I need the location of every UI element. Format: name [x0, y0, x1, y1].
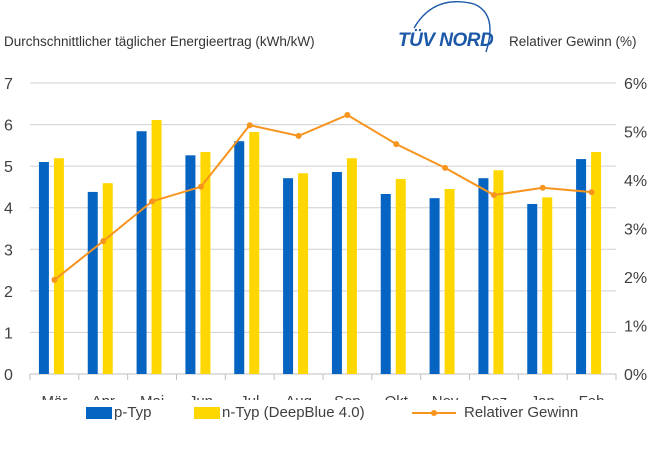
left-axis-title: Durchschnittlicher täglicher Energieertr…: [4, 34, 315, 49]
chart: 0 1 2 3 4 5 6 7 0% 1% 2% 3% 4% 5% 6% Mär Apr Mai Jun Jul Aug…: [4, 76, 647, 400]
x-tick-label: Jan: [531, 393, 555, 400]
point-relativer-gewinn: [197, 183, 204, 190]
y-tick-label: 6: [4, 118, 13, 135]
y2-tick-label: 0%: [624, 367, 647, 384]
bar-n-typ: [395, 179, 406, 374]
bar-p-typ: [429, 198, 440, 374]
y2-tick-label: 1%: [624, 319, 647, 336]
y2-tick-label: 2%: [624, 270, 647, 287]
x-tick-label: Aug: [285, 393, 312, 400]
point-relativer-gewinn: [539, 184, 546, 191]
y-tick-label: 1: [4, 325, 13, 342]
x-tick-label: Mai: [140, 393, 164, 400]
tuv-nord-logo: TÜV NORD: [398, 30, 494, 51]
legend-label-n-typ: n-Typ (DeepBlue 4.0): [222, 404, 365, 421]
bar-n-typ: [102, 183, 113, 374]
point-relativer-gewinn: [246, 122, 253, 129]
point-relativer-gewinn: [344, 112, 351, 119]
point-relativer-gewinn: [588, 189, 595, 196]
x-tick-label: Jul: [240, 393, 259, 400]
y-tick-label: 7: [4, 76, 13, 93]
y-tick-label: 3: [4, 242, 13, 259]
bar-n-typ: [151, 119, 162, 375]
point-relativer-gewinn: [295, 132, 302, 139]
bar-p-typ: [234, 141, 245, 374]
bar-n-typ: [444, 189, 455, 374]
y-tick-label: 2: [4, 284, 13, 301]
bar-n-typ: [542, 197, 553, 374]
line-relativer-gewinn: [53, 113, 592, 281]
bar-n-typ: [591, 152, 602, 374]
point-relativer-gewinn: [442, 164, 449, 171]
bar-p-typ: [331, 171, 342, 374]
tuv-nord-arc-logo-icon: [413, 1, 491, 53]
bar-p-typ: [136, 131, 147, 374]
y2-tick-label: 5%: [624, 125, 647, 142]
point-relativer-gewinn: [393, 141, 400, 148]
bar-p-typ: [185, 155, 196, 374]
bar-n-typ: [200, 152, 211, 374]
point-relativer-gewinn: [100, 238, 107, 245]
y-tick-label: 0: [4, 367, 13, 384]
legend-item-n-typ: n-Typ (DeepBlue 4.0): [194, 404, 365, 421]
x-tick-label: Apr: [92, 393, 115, 400]
point-relativer-gewinn: [490, 192, 497, 199]
legend-line-marker-icon: [412, 409, 456, 416]
bar-p-typ: [478, 178, 489, 374]
y2-tick-label: 4%: [624, 173, 647, 190]
point-relativer-gewinn: [51, 276, 58, 283]
bar-n-typ: [53, 158, 64, 374]
legend-item-p-typ: p-Typ: [86, 404, 152, 421]
bar-n-typ: [249, 132, 260, 374]
legend-label-p-typ: p-Typ: [114, 404, 152, 421]
bar-p-typ: [87, 191, 98, 374]
bar-p-typ: [283, 178, 294, 374]
x-tick-label: Jun: [189, 393, 213, 400]
bar-n-typ: [346, 158, 357, 374]
y-tick-label: 4: [4, 201, 13, 218]
x-tick-label: Feb: [579, 393, 605, 400]
legend-label-relativer-gewinn: Relativer Gewinn: [464, 404, 579, 421]
x-tick-label: Okt: [385, 393, 409, 400]
y2-tick-label: 6%: [624, 76, 647, 93]
legend-item-relativer-gewinn: Relativer Gewinn: [412, 404, 578, 421]
x-tick-label: Mär: [41, 393, 67, 400]
bar-p-typ: [38, 161, 49, 374]
x-tick-label: Nov: [432, 393, 459, 400]
y-tick-label: 5: [4, 159, 13, 176]
legend: p-Typ n-Typ (DeepBlue 4.0) Relativer Gew…: [0, 404, 662, 428]
y2-tick-label: 3%: [624, 222, 647, 239]
right-axis-title: Relativer Gewinn (%): [509, 34, 637, 49]
bar-p-typ: [527, 203, 538, 374]
x-tick-label: Dez: [481, 393, 508, 400]
bar-p-typ: [380, 193, 391, 374]
bar-p-typ: [576, 159, 587, 374]
x-tick-label: Sep: [334, 393, 361, 400]
bar-n-typ: [298, 173, 309, 374]
legend-swatch-p-typ: [86, 406, 112, 419]
point-relativer-gewinn: [149, 198, 156, 205]
legend-swatch-n-typ: [194, 406, 220, 419]
bar-n-typ: [493, 170, 504, 374]
